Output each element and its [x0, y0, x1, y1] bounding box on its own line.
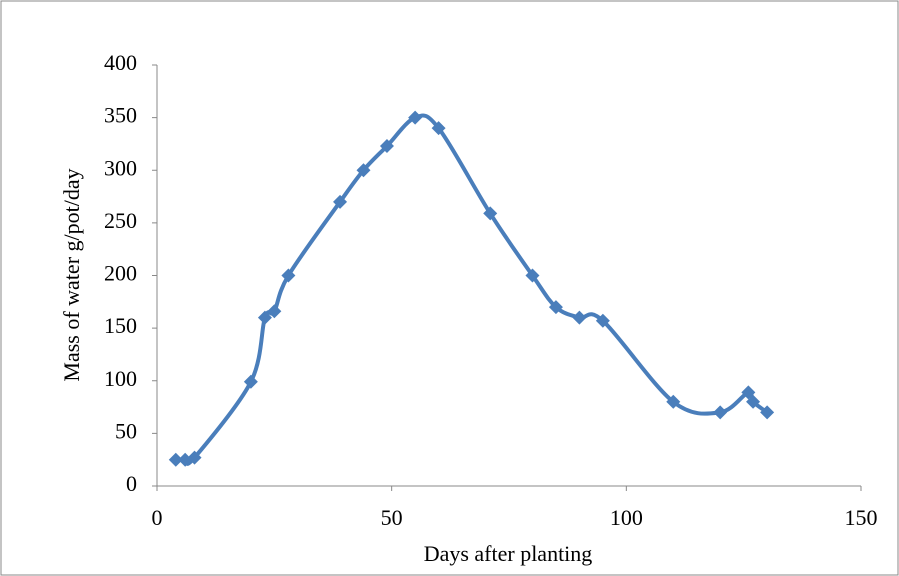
data-marker [666, 394, 681, 409]
data-marker [333, 194, 348, 209]
data-line [175, 113, 769, 466]
data-marker [741, 385, 756, 400]
data-marker [713, 405, 728, 420]
y-tick-label: 100 [104, 366, 137, 391]
y-tick-label: 400 [104, 50, 137, 75]
data-marker [548, 300, 563, 315]
data-marker [281, 268, 296, 283]
data-marker [431, 121, 446, 136]
y-axis-title: Mass of water g/pot/day [59, 168, 84, 381]
y-tick-label: 0 [126, 471, 137, 496]
data-marker [379, 139, 394, 154]
x-tick-label: 100 [610, 505, 643, 530]
data-marker [243, 374, 258, 389]
data-marker [187, 450, 202, 465]
y-tick-label: 150 [104, 313, 137, 338]
data-marker [267, 304, 282, 319]
x-axis-title: Days after planting [424, 541, 593, 566]
data-marker [572, 310, 587, 325]
data-marker [746, 394, 761, 409]
data-marker [168, 452, 183, 467]
x-tick-label: 0 [152, 505, 163, 530]
y-tick-label: 300 [104, 155, 137, 180]
y-tick-label: 350 [104, 103, 137, 128]
data-marker [257, 310, 272, 325]
y-tick-label: 200 [104, 261, 137, 286]
data-marker [760, 405, 775, 420]
y-tick-label: 50 [115, 418, 137, 443]
y-tick-label: 250 [104, 208, 137, 233]
data-marker [595, 313, 610, 328]
data-marker [408, 110, 423, 125]
data-marker [525, 268, 540, 283]
x-tick-label: 150 [845, 505, 878, 530]
data-marker [178, 452, 193, 467]
x-tick-label: 50 [381, 505, 403, 530]
data-marker [356, 163, 371, 178]
data-marker [483, 206, 498, 221]
